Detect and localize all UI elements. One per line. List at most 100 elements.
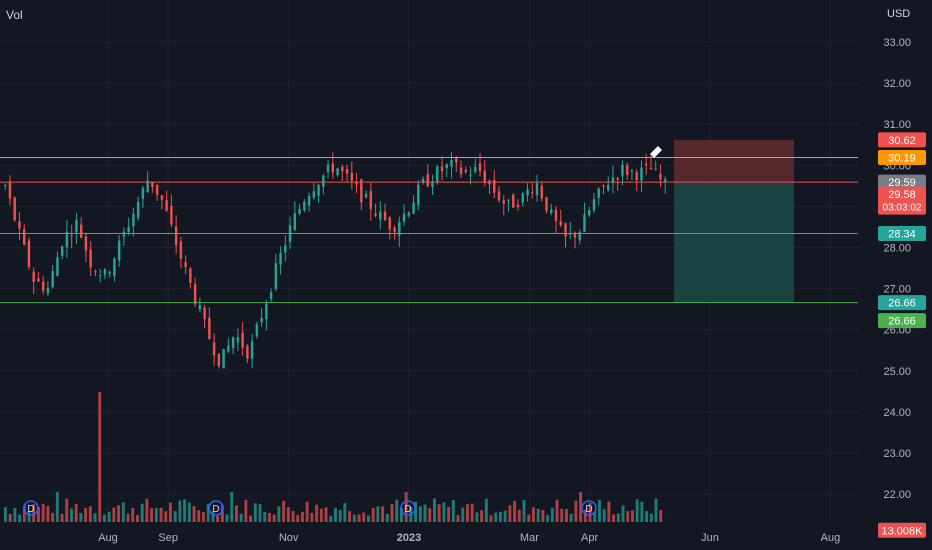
candle-body — [212, 342, 216, 356]
volume-bar — [635, 499, 639, 522]
volume-bar — [305, 501, 309, 522]
volume-bar — [536, 508, 540, 522]
volume-bar — [484, 498, 488, 522]
candle-body — [274, 263, 278, 289]
volume-bar — [117, 505, 121, 522]
volume-bar — [442, 502, 446, 522]
candle-body — [98, 275, 102, 277]
candle-body — [621, 164, 624, 176]
volume-bar — [583, 509, 587, 522]
candle-body — [654, 168, 657, 170]
volume-bar — [286, 507, 290, 522]
price-tag — [878, 149, 926, 165]
candle-body — [578, 231, 581, 241]
volume-bar — [649, 513, 653, 522]
price-tag-label: 28.34 — [888, 229, 916, 241]
volume-bar — [494, 512, 498, 522]
volume-bar — [400, 507, 403, 522]
x-tick-label: 2023 — [397, 532, 421, 544]
candle-body — [84, 236, 88, 251]
volume-bar — [574, 500, 578, 522]
take-profit-zone — [674, 182, 794, 303]
volume-bar — [423, 504, 427, 522]
candle-body — [279, 253, 282, 265]
price-tag — [878, 226, 926, 242]
candle-body — [374, 213, 377, 216]
volume-bar — [367, 515, 370, 522]
volume-bar — [414, 501, 418, 522]
candle-body — [592, 199, 596, 211]
volume-bar — [588, 502, 592, 522]
candle-body — [507, 199, 510, 202]
volume-bar — [513, 501, 517, 522]
volume-bar — [593, 511, 597, 522]
candle-body — [564, 223, 567, 237]
candle-body — [41, 281, 45, 291]
volume-bar — [470, 503, 474, 522]
volume-bar — [376, 506, 380, 522]
candle-body — [350, 172, 354, 181]
volume-bar — [607, 501, 611, 522]
price-tag-label: 29.58 — [888, 189, 916, 201]
candle-body — [611, 177, 615, 183]
candle-body — [217, 353, 221, 367]
candle-body — [393, 227, 396, 232]
candle-body — [588, 210, 591, 216]
volume-bar — [41, 503, 45, 522]
candle-body — [231, 337, 235, 349]
candle-body — [402, 213, 406, 222]
candle-body — [293, 213, 297, 230]
price-tag-label: 30.62 — [888, 135, 916, 147]
y-tick-label: 27.00 — [883, 284, 911, 296]
candle-body — [331, 163, 335, 173]
volume-bar — [301, 511, 304, 522]
candle-body — [664, 179, 667, 183]
volume-bar — [159, 507, 163, 522]
candle-body — [445, 164, 448, 169]
volume-bar — [447, 506, 451, 522]
candle-body — [27, 240, 31, 268]
candle-body — [117, 240, 121, 261]
candle-body — [559, 221, 562, 226]
volume-bar — [164, 511, 168, 522]
candle-body — [554, 209, 558, 221]
dividend-label: D — [27, 504, 34, 515]
volume-bar — [79, 512, 83, 522]
volume-bar — [324, 507, 328, 522]
volume-bar — [206, 503, 210, 522]
volume-bar — [390, 504, 394, 522]
candle-body — [645, 163, 648, 166]
volume-bar — [362, 512, 366, 522]
dividend-label: D — [585, 504, 592, 515]
candle-body — [151, 181, 154, 188]
price-tag — [878, 186, 926, 215]
candle-body — [127, 227, 130, 233]
candle-body — [635, 172, 638, 181]
volume-bar — [395, 499, 399, 522]
volume-bar — [532, 507, 535, 522]
candle-body — [208, 317, 211, 339]
volume-bar — [121, 502, 125, 522]
candle-body — [535, 183, 539, 196]
candle-body — [189, 268, 192, 283]
volume-bar — [546, 514, 550, 522]
candle-body — [412, 202, 415, 214]
volume-bar — [4, 507, 7, 522]
volume-bar — [112, 507, 116, 522]
volume-bar — [640, 501, 644, 522]
volume-bar — [357, 514, 361, 522]
volume-bar — [202, 512, 205, 522]
candle-body — [179, 241, 183, 259]
volume-bar — [136, 515, 139, 522]
candle-body — [474, 166, 477, 172]
candle-body — [103, 269, 107, 275]
candle-body — [440, 166, 444, 172]
candle-body — [626, 165, 629, 175]
volume-bar — [211, 511, 215, 522]
volume-bar — [282, 500, 286, 522]
candle-body — [113, 258, 116, 277]
candle-body — [364, 193, 368, 198]
candle-body — [607, 184, 610, 191]
volume-bar — [93, 513, 97, 522]
